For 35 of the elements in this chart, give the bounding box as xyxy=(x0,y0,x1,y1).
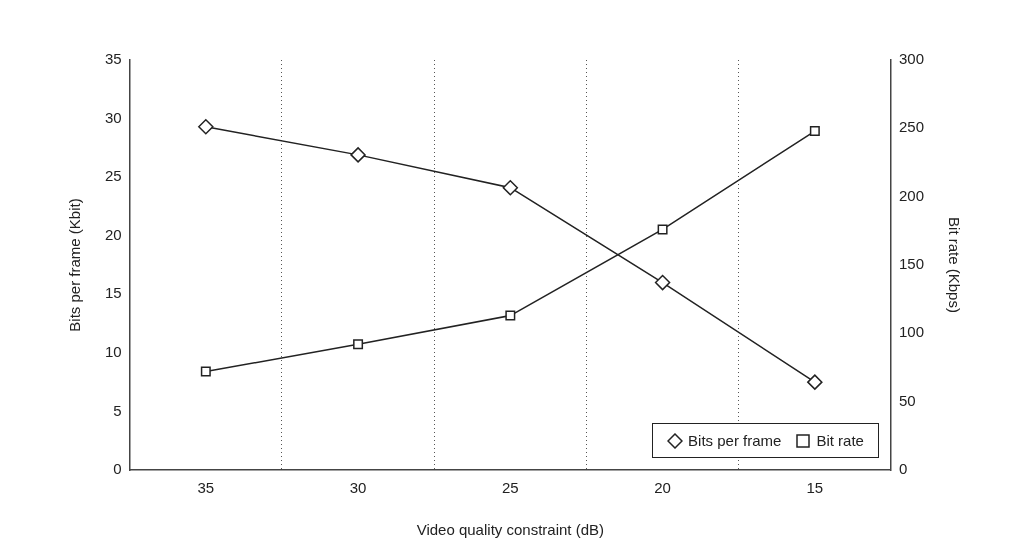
y-tick-label: 30 xyxy=(105,108,122,126)
point xyxy=(807,374,823,390)
y2-axis-title: Bit rate (Kbps) xyxy=(945,217,963,313)
x-tick-label: 35 xyxy=(197,479,215,497)
y2-tick-label: 300 xyxy=(898,50,924,68)
y-tick-label: 15 xyxy=(105,284,122,302)
point xyxy=(505,310,516,321)
y-axis-title: Bits per frame (Kbit) xyxy=(66,198,84,332)
legend-label: Bits per frame xyxy=(688,432,782,449)
point xyxy=(350,147,366,163)
x-tick-label: 25 xyxy=(501,479,519,497)
y2-tick-label: 50 xyxy=(898,391,916,409)
y2-tick-label: 100 xyxy=(898,323,924,341)
x-axis-title: Video quality constraint (dB) xyxy=(416,521,604,539)
point xyxy=(657,224,668,235)
point xyxy=(200,366,211,377)
y-tick-label: 5 xyxy=(113,401,122,419)
x-tick-label: 20 xyxy=(654,479,671,497)
x-tick-label: 15 xyxy=(806,479,824,497)
y-tick-label: 10 xyxy=(105,343,122,360)
y-tick-label: 35 xyxy=(105,50,122,68)
point xyxy=(353,339,364,350)
y-tick-label: 0 xyxy=(113,460,122,478)
y2-tick-label: 250 xyxy=(898,118,924,136)
y2-tick-label: 150 xyxy=(898,255,924,273)
y2-tick-label: 0 xyxy=(898,460,908,478)
y2-tick-label: 200 xyxy=(898,186,924,204)
point xyxy=(809,126,820,137)
y-tick-label: 25 xyxy=(105,167,122,185)
x-tick-label: 30 xyxy=(349,479,367,497)
point xyxy=(198,119,214,135)
point xyxy=(654,274,671,291)
point xyxy=(502,179,519,196)
legend-label: Bit rate xyxy=(816,432,864,449)
y-tick-label: 20 xyxy=(105,225,122,243)
